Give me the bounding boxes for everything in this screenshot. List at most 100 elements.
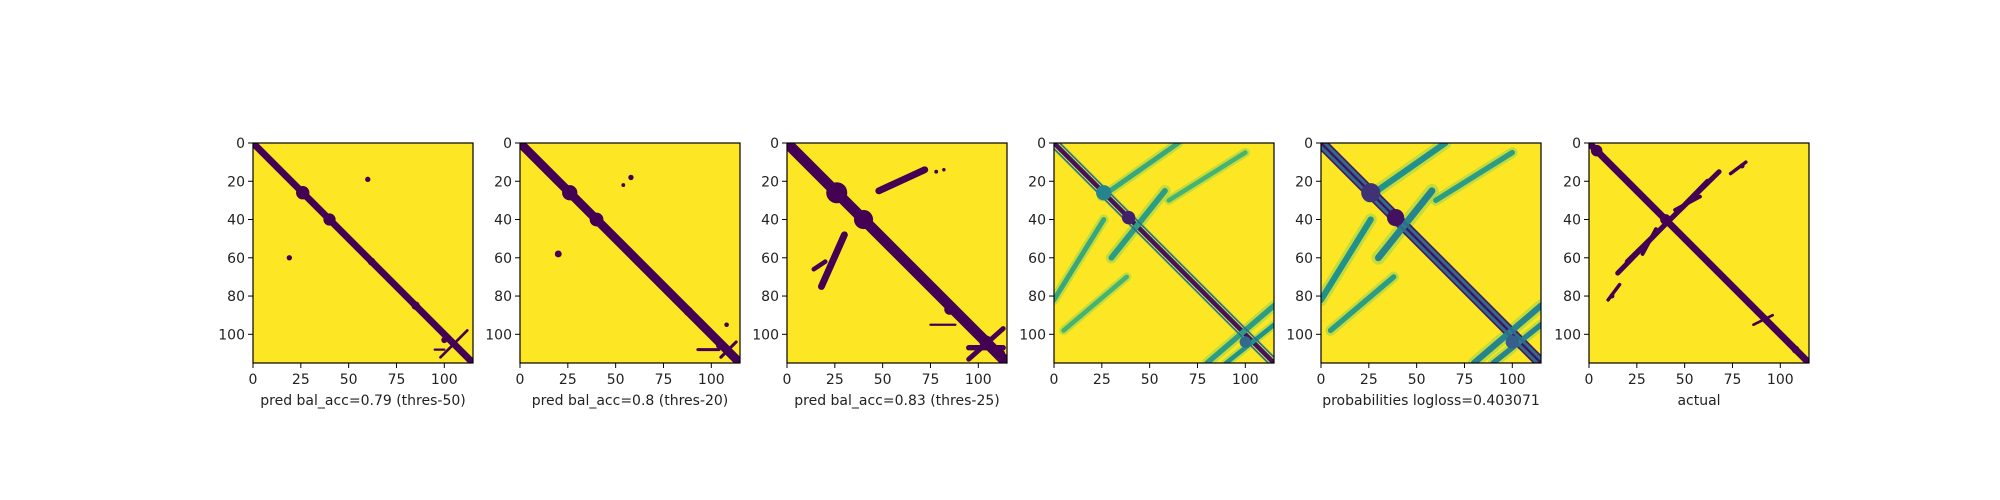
heatmap-panel-6: 0 25 50 75 100 0 20 40 60 80 100 actual bbox=[1554, 136, 1810, 409]
x-tick-label: 100 bbox=[1499, 372, 1526, 388]
contact-segment bbox=[875, 166, 929, 195]
x-axis-label: probabilities logloss=0.403071 bbox=[1322, 393, 1540, 409]
x-axis-label: pred bal_acc=0.83 (thres-25) bbox=[794, 393, 999, 409]
contact-segment bbox=[1321, 216, 1374, 303]
contact-segment bbox=[719, 340, 738, 359]
x-tick-label: 100 bbox=[1767, 372, 1794, 388]
heatmap-panels: 0 25 50 75 100 0 20 40 60 80 100 pred bal_acc=0.79 … bbox=[218, 136, 1810, 409]
contact-segment bbox=[1640, 227, 1658, 256]
x-tick-label: 50 bbox=[1408, 372, 1426, 388]
heatmap-marks bbox=[253, 143, 473, 363]
y-tick-label: 80 bbox=[227, 289, 245, 305]
x-tick-label: 75 bbox=[655, 372, 673, 388]
x-tick-label: 50 bbox=[607, 372, 625, 388]
heatmap-panel-5: 0 25 50 75 100 0 20 40 60 80 100 probabilities logl… bbox=[1286, 136, 1542, 409]
y-tick-label: 0 bbox=[770, 136, 779, 152]
diagonal-contact-band bbox=[1589, 143, 1809, 363]
heatmap-panel-4: 0 25 50 75 100 0 20 40 60 80 100 bbox=[1019, 136, 1275, 388]
contact-blob bbox=[997, 349, 1006, 358]
contact-blob bbox=[1096, 185, 1112, 201]
diagonal-contact-band bbox=[520, 143, 740, 363]
x-tick-label: 75 bbox=[1456, 372, 1474, 388]
y-tick-label: 60 bbox=[1295, 251, 1313, 267]
y-tick-label: 100 bbox=[752, 327, 779, 343]
contact-blob bbox=[1660, 214, 1671, 225]
contact-blob bbox=[853, 209, 874, 230]
y-tick-label: 60 bbox=[1028, 251, 1046, 267]
contact-blob bbox=[979, 335, 993, 349]
contact-blob bbox=[683, 306, 693, 316]
y-tick-label: 80 bbox=[494, 289, 512, 305]
plot-frame bbox=[519, 142, 741, 364]
contact-blob bbox=[1387, 209, 1405, 227]
y-tick-label: 20 bbox=[1028, 174, 1046, 190]
contact-segment bbox=[1061, 274, 1129, 333]
diagonal-contact-band bbox=[787, 143, 1007, 363]
x-axis-label: pred bal_acc=0.8 (thres-20) bbox=[532, 393, 729, 409]
contact-blob bbox=[1791, 345, 1800, 354]
contact-segment bbox=[1108, 187, 1168, 261]
contact-segment bbox=[439, 329, 469, 359]
contact-blob bbox=[621, 183, 626, 187]
heatmap-panel-3: 0 25 50 75 100 0 20 40 60 80 100 pred bal_acc=0.83 … bbox=[752, 136, 1008, 409]
y-tick-label: 0 bbox=[1304, 136, 1313, 152]
contact-blob bbox=[628, 174, 634, 181]
y-tick-label: 20 bbox=[1295, 174, 1313, 190]
contact-segment bbox=[1166, 150, 1248, 203]
y-tick-label: 40 bbox=[1295, 213, 1313, 229]
heatmap-marks bbox=[520, 143, 740, 363]
x-tick-label: 100 bbox=[698, 372, 725, 388]
y-tick-label: 60 bbox=[1563, 251, 1581, 267]
contact-segment bbox=[1321, 145, 1539, 363]
contact-blob bbox=[944, 304, 955, 315]
y-tick-label: 40 bbox=[1028, 213, 1046, 229]
x-tick-label: 0 bbox=[1050, 372, 1059, 388]
diagonal-contact-band bbox=[1054, 143, 1274, 363]
x-tick-label: 0 bbox=[1317, 372, 1326, 388]
x-tick-label: 0 bbox=[249, 372, 258, 388]
contact-blob bbox=[1739, 163, 1745, 169]
y-tick-label: 20 bbox=[494, 174, 512, 190]
plot-frame bbox=[1588, 142, 1810, 364]
heatmap-marks bbox=[787, 143, 1007, 363]
contact-blob bbox=[562, 185, 578, 201]
y-tick-label: 80 bbox=[761, 289, 779, 305]
x-tick-label: 50 bbox=[340, 372, 358, 388]
contact-segment bbox=[1433, 149, 1515, 204]
contact-blob bbox=[1590, 144, 1603, 157]
plot-frame bbox=[252, 142, 474, 364]
contact-blob bbox=[365, 176, 371, 183]
contact-blob bbox=[826, 182, 848, 204]
heatmap-marks bbox=[1321, 143, 1541, 363]
contact-segment bbox=[1673, 194, 1702, 212]
contact-blob bbox=[1361, 183, 1381, 203]
x-tick-label: 75 bbox=[922, 372, 940, 388]
y-tick-label: 0 bbox=[503, 136, 512, 152]
contact-segment bbox=[1323, 143, 1541, 361]
x-tick-label: 50 bbox=[1676, 372, 1694, 388]
contact-blob bbox=[1239, 336, 1252, 348]
contact-segment bbox=[1054, 217, 1107, 303]
y-tick-label: 100 bbox=[485, 327, 512, 343]
contact-blob bbox=[323, 213, 336, 226]
x-tick-label: 50 bbox=[874, 372, 892, 388]
x-tick-label: 25 bbox=[1360, 372, 1378, 388]
x-tick-label: 100 bbox=[1232, 372, 1259, 388]
y-tick-label: 40 bbox=[494, 213, 512, 229]
y-tick-label: 100 bbox=[1019, 327, 1046, 343]
contact-segment bbox=[811, 259, 828, 272]
contact-blob bbox=[1609, 293, 1615, 299]
y-tick-label: 20 bbox=[1563, 174, 1581, 190]
contact-blob bbox=[367, 257, 376, 266]
y-tick-label: 40 bbox=[1563, 213, 1581, 229]
contact-segment bbox=[1327, 274, 1397, 334]
contact-blob bbox=[724, 322, 729, 328]
x-tick-label: 75 bbox=[388, 372, 406, 388]
x-tick-label: 25 bbox=[292, 372, 310, 388]
contact-segment bbox=[1058, 143, 1274, 359]
x-tick-label: 25 bbox=[1628, 372, 1646, 388]
y-tick-label: 0 bbox=[1572, 136, 1581, 152]
contact-blob bbox=[554, 250, 562, 258]
x-tick-label: 100 bbox=[965, 372, 992, 388]
